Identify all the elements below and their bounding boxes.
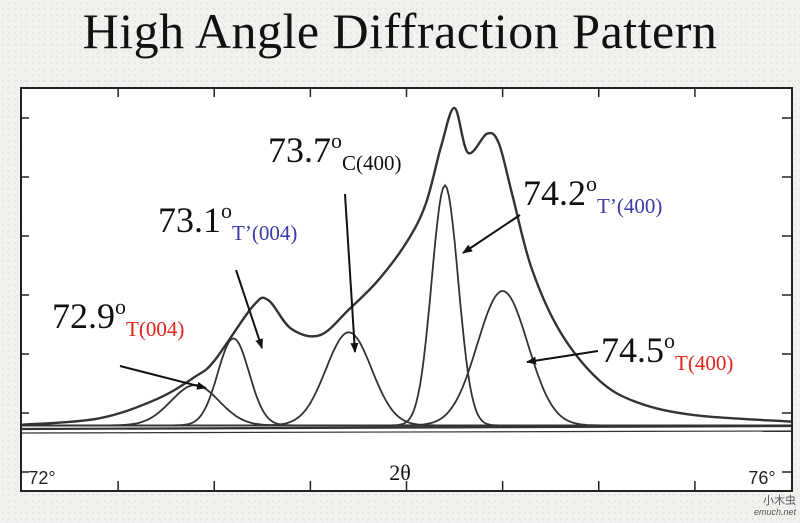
peak-label-degree: o <box>586 171 597 196</box>
x-tick-label-2: 76° <box>748 468 775 488</box>
peak-label-5: 74.5oT(400) <box>601 328 733 375</box>
watermark-line1: 小木虫 <box>763 495 796 507</box>
peak-arrow-3 <box>344 193 359 353</box>
peak-label-4: 74.2oT’(400) <box>523 171 662 218</box>
peak-arrow-1 <box>119 365 207 390</box>
peak-label-number: 73.1 <box>158 200 221 240</box>
peak-label-3: 73.7oC(400) <box>268 128 402 175</box>
peak-label-number: 74.5 <box>601 330 664 370</box>
peak-label-2: 73.1oT’(004) <box>158 198 297 245</box>
peak-arrow-5 <box>526 350 599 365</box>
peak-label-number: 74.2 <box>523 173 586 213</box>
peak-label-subscript: T’(004) <box>232 221 297 245</box>
watermark: 小木虫 emuch.net <box>740 495 796 521</box>
peak-label-1: 72.9oT(004) <box>52 294 184 341</box>
annotations-layer: 72.9oT(004)73.1oT’(004)73.7oC(400)74.2oT… <box>52 128 733 390</box>
baseline-line <box>21 424 792 431</box>
peak-label-degree: o <box>664 328 675 353</box>
peak-label-subscript: T’(400) <box>597 194 662 218</box>
peak-label-number: 73.7 <box>268 130 331 170</box>
peak-label-subscript: C(400) <box>342 151 402 175</box>
ticks-layer: 72° 76° <box>20 88 791 490</box>
watermark-line2: emuch.net <box>753 507 796 517</box>
component-peak-4 <box>22 183 791 427</box>
page-title: High Angle Diffraction Pattern <box>82 3 718 59</box>
baseline-line-lower <box>21 430 792 434</box>
peak-label-number: 72.9 <box>52 296 115 336</box>
peak-arrow-4 <box>462 214 521 254</box>
peak-arrow-2 <box>235 269 263 349</box>
peak-label-subscript: T(004) <box>126 317 184 341</box>
x-axis-label: 2θ <box>389 460 411 485</box>
curves-layer <box>21 106 792 434</box>
component-peak-1 <box>22 384 791 427</box>
peak-label-subscript: T(400) <box>675 351 733 375</box>
envelope-line <box>21 106 792 426</box>
peak-label-degree: o <box>331 128 342 153</box>
component-peak-5 <box>22 290 791 427</box>
x-tick-label-1: 72° <box>28 468 55 488</box>
peak-label-degree: o <box>221 198 232 223</box>
peak-label-degree: o <box>115 294 126 319</box>
